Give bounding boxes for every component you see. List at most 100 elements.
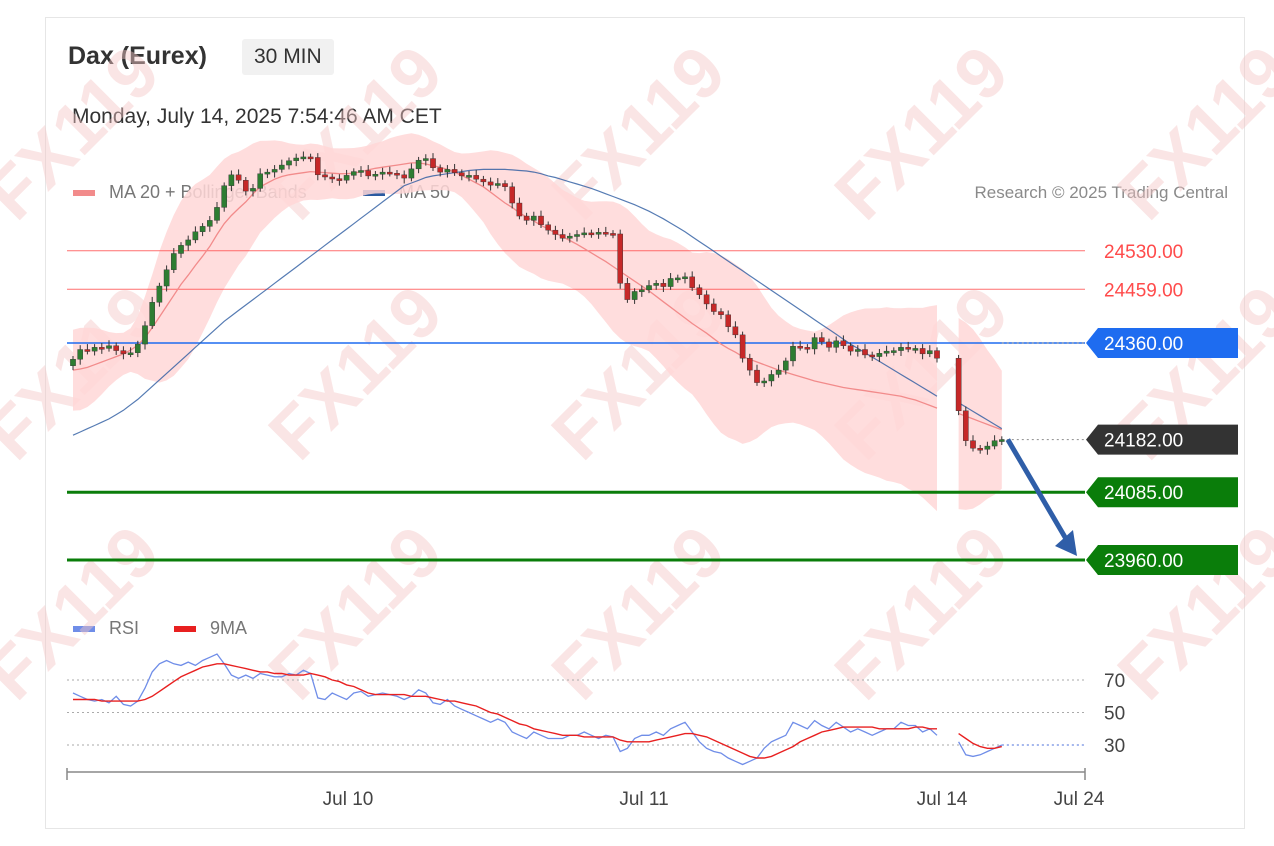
candle-body (113, 345, 119, 351)
watermark-text: FX119 (254, 271, 458, 475)
candle-body (768, 374, 775, 382)
support-tag-box (1086, 477, 1238, 508)
ma20-swatch (73, 189, 95, 196)
candle-body (631, 291, 638, 300)
candle-body (343, 175, 350, 181)
watermark-text: FX119 (0, 511, 175, 715)
candles (70, 151, 1005, 455)
candle-body (977, 448, 983, 451)
rsi-tick-label: 50 (1104, 704, 1125, 725)
candle-body (509, 186, 516, 204)
x-tick-label: Jul 24 (1054, 789, 1105, 810)
candle-body (163, 269, 170, 287)
candle-body (574, 234, 580, 237)
candle-body (228, 174, 235, 186)
candle-body (271, 169, 278, 173)
research-credit: Research © 2025 Trading Central (974, 183, 1229, 202)
candle-body (696, 287, 703, 295)
candle-body (459, 172, 465, 177)
candle-body (495, 183, 501, 186)
candle-body (430, 158, 436, 168)
legend-rsi: RSI (73, 618, 139, 639)
candle-body (754, 369, 760, 383)
candle-body (660, 283, 667, 287)
rsi-tick-label: 70 (1104, 671, 1125, 692)
candle-body (725, 314, 731, 327)
candle-body (487, 181, 494, 186)
candle-body (358, 170, 364, 173)
candle-body (847, 345, 854, 352)
candle-body (444, 169, 451, 173)
candle-body (819, 337, 825, 343)
candle-body (286, 160, 292, 166)
candle-body (682, 276, 688, 280)
candle-body (970, 440, 976, 449)
candle-body (250, 188, 256, 192)
instrument-title: Dax (Eurex) (68, 42, 207, 70)
candle-body (516, 202, 523, 217)
watermark-text: FX119 (1103, 31, 1274, 235)
candle-body (142, 325, 148, 345)
candle-body (192, 231, 199, 241)
candle-body (264, 171, 271, 175)
support-tag-label: 23960.00 (1104, 551, 1183, 572)
candle-body (552, 229, 559, 235)
candle-body (545, 224, 551, 231)
pivot-tag-box (1086, 328, 1238, 358)
candle-body (811, 337, 818, 350)
candle-body (77, 349, 83, 360)
candle-body (293, 157, 300, 161)
candle-body (567, 235, 573, 239)
candle-body (667, 278, 674, 287)
candle-body (70, 359, 76, 366)
9ma-swatch (174, 625, 196, 632)
candle-body (588, 232, 595, 236)
x-tick-label: Jul 10 (323, 789, 374, 810)
watermark-text: FX119 (537, 511, 741, 715)
candle-body (833, 340, 839, 348)
bollinger-band-fill (73, 133, 1002, 512)
candle-body (379, 171, 386, 175)
legend-9ma: 9MA (174, 618, 247, 639)
candle-body (84, 349, 91, 352)
candle-body (199, 226, 206, 232)
candle-body (315, 157, 321, 176)
candle-body (387, 171, 393, 175)
candle-body (955, 357, 962, 412)
candle-body (703, 294, 710, 305)
candle-body (653, 283, 659, 286)
candle-body (581, 232, 587, 236)
candle-body (934, 350, 940, 359)
forecast-arrow (1005, 438, 1077, 556)
candle-body (523, 215, 530, 221)
candle-body (394, 172, 400, 176)
candle-body (595, 232, 602, 235)
rsi-9ma-line (73, 663, 1002, 759)
resistance-label: 24530.00 (1104, 242, 1183, 263)
watermark-text: FX119 (820, 511, 1024, 715)
timeframe-badge[interactable]: 30 MIN (242, 39, 334, 75)
legend-rsi-label: RSI (109, 618, 140, 638)
candle-body (559, 234, 566, 239)
candle-body (423, 158, 429, 161)
candle-body (300, 156, 307, 160)
candle-body (610, 233, 616, 236)
candle-body (235, 174, 242, 181)
candle-body (739, 334, 746, 359)
x-axis: Jul 10 Jul 11 Jul 14 Jul 24 (66, 768, 1105, 810)
candle-body (689, 276, 695, 288)
legend-9ma-label: 9MA (210, 618, 248, 638)
candle-body (862, 349, 868, 356)
level-tags: 24530.00 24459.00 24360.00 24182.00 24085.00… (1086, 242, 1238, 575)
candle-body (408, 168, 415, 179)
candle-body (531, 215, 537, 221)
candle-body (322, 174, 328, 178)
support-tag-box (1086, 545, 1238, 575)
candle-body (905, 347, 911, 350)
candle-body (891, 350, 897, 353)
candle-body (178, 245, 184, 254)
candle-body (898, 347, 904, 351)
candle-body (214, 207, 220, 221)
last-tag-label: 24182.00 (1104, 431, 1183, 452)
